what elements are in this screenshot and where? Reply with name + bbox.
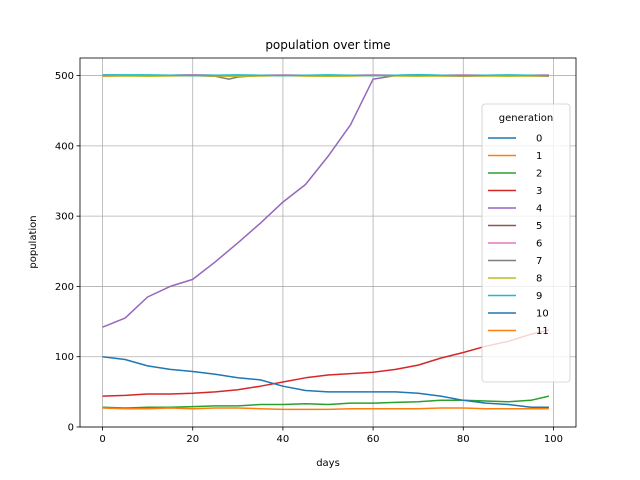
- series-layer: [102, 74, 550, 411]
- legend-label-0: 0: [536, 134, 542, 145]
- y-tick-label: 0: [68, 423, 74, 434]
- legend-label-3: 3: [536, 186, 542, 197]
- legend: generation 0 1 2 3 4 5 6 7 8 9 10 11: [481, 103, 571, 383]
- series-line-3: [102, 329, 550, 397]
- series-line-11: [102, 407, 549, 411]
- series-line-9: [102, 74, 549, 77]
- chart-title: population over time: [265, 38, 390, 52]
- x-tick-label: 20: [186, 434, 199, 445]
- legend-items: 0 1 2 3 4 5 6 7 8 9 10 11: [488, 134, 549, 337]
- y-axis-ticks: 0 100 200 300 400 500: [55, 71, 80, 434]
- plot-frame: [79, 57, 577, 428]
- legend-label-5: 5: [536, 221, 542, 232]
- x-tick-label: 80: [457, 434, 470, 445]
- legend-label-4: 4: [536, 204, 542, 215]
- x-axis-label: days: [316, 458, 340, 469]
- series-line-2: [102, 395, 550, 409]
- legend-label-2: 2: [536, 169, 542, 180]
- y-tick-label: 300: [55, 212, 74, 223]
- y-tick-label: 100: [55, 352, 74, 363]
- y-tick-label: 500: [55, 71, 74, 82]
- legend-title: generation: [499, 113, 553, 124]
- legend-label-6: 6: [536, 239, 542, 250]
- x-tick-label: 0: [99, 434, 105, 445]
- series-line-10: [102, 355, 549, 409]
- legend-label-10: 10: [536, 309, 549, 320]
- x-tick-label: 40: [277, 434, 290, 445]
- x-tick-label: 100: [544, 434, 563, 445]
- x-axis-ticks: 0 20 40 60 80 100: [99, 427, 563, 445]
- legend-label-11: 11: [536, 326, 549, 337]
- y-axis-label: population: [28, 215, 39, 268]
- y-tick-label: 400: [55, 141, 74, 152]
- x-tick-label: 60: [367, 434, 380, 445]
- legend-label-7: 7: [536, 256, 542, 267]
- legend-label-1: 1: [536, 151, 542, 162]
- legend-label-8: 8: [536, 274, 542, 285]
- legend-label-9: 9: [536, 291, 542, 302]
- y-tick-label: 200: [55, 282, 74, 293]
